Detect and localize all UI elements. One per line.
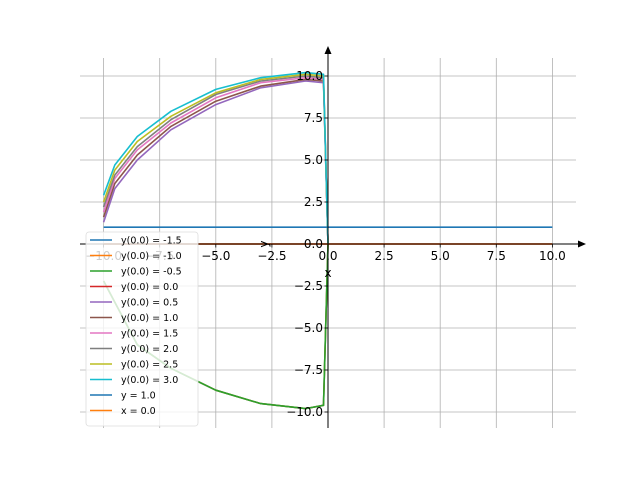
series-line-6 bbox=[102, 76, 329, 245]
legend-frame bbox=[85, 231, 199, 427]
series-line-8 bbox=[102, 73, 329, 245]
x-tick-label: 0.0 bbox=[318, 249, 337, 263]
legend-label-1: y(0.0) = -1.0 bbox=[121, 251, 182, 262]
y-axis-label: y bbox=[257, 240, 271, 247]
legend-label-6: y(0.0) = 1.5 bbox=[121, 329, 178, 340]
y-tick-label: 2.5 bbox=[304, 195, 323, 209]
legend-label-4: y(0.0) = 0.5 bbox=[121, 298, 178, 309]
series-line-7 bbox=[102, 75, 329, 245]
legend-label-0: y(0.0) = -1.5 bbox=[121, 236, 182, 247]
legend-label-11: x = 0.0 bbox=[121, 406, 156, 417]
legend-label-2: y(0.0) = -0.5 bbox=[121, 267, 182, 278]
x-tick-label: −2.5 bbox=[257, 249, 286, 263]
y-axis-arrow bbox=[324, 46, 332, 54]
y-tick-label: 7.5 bbox=[304, 111, 323, 125]
legend-label-10: y = 1.0 bbox=[121, 391, 156, 402]
y-tick-label: 5.0 bbox=[304, 153, 323, 167]
x-tick-label: 10.0 bbox=[539, 249, 566, 263]
y-tick-label: −7.5 bbox=[294, 363, 323, 377]
legend-label-5: y(0.0) = 1.0 bbox=[121, 313, 178, 324]
x-axis-arrow bbox=[578, 240, 586, 248]
series-line-4 bbox=[102, 80, 329, 245]
series-line-5 bbox=[102, 78, 329, 245]
legend-label-9: y(0.0) = 3.0 bbox=[121, 375, 178, 386]
y-tick-label: −2.5 bbox=[294, 279, 323, 293]
x-tick-label: 2.5 bbox=[375, 249, 394, 263]
x-tick-label: −5.0 bbox=[201, 249, 230, 263]
legend-label-7: y(0.0) = 2.0 bbox=[121, 344, 178, 355]
y-tick-label: 10.0 bbox=[296, 69, 323, 83]
legend: y(0.0) = -1.5 y(0.0) = -1.0 y(0.0) = -0.5 y… bbox=[85, 231, 199, 427]
x-tick-label: 7.5 bbox=[487, 249, 506, 263]
y-tick-label: −10.0 bbox=[286, 405, 323, 419]
x-axis-label: x bbox=[324, 266, 331, 280]
y-tick-label: 0.0 bbox=[304, 237, 323, 251]
x-tick-label: 5.0 bbox=[431, 249, 450, 263]
y-tick-label: −5.0 bbox=[294, 321, 323, 335]
legend-label-3: y(0.0) = 0.0 bbox=[121, 282, 178, 293]
series-line-9 bbox=[102, 71, 329, 245]
legend-label-8: y(0.0) = 2.5 bbox=[121, 360, 178, 371]
